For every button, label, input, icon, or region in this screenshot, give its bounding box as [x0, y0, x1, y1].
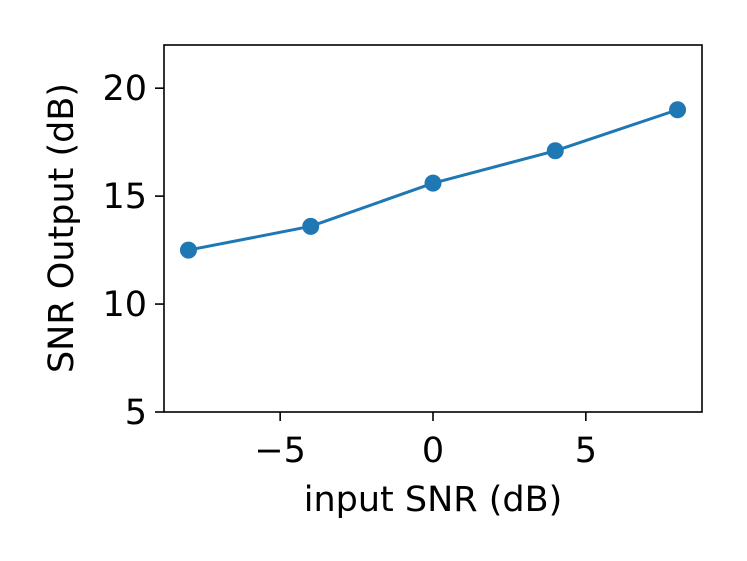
axis-ticks [155, 87, 587, 421]
y-tick-label: 15 [102, 177, 147, 217]
axis-tick-labels: −5 0 5 5 10 15 20 [102, 69, 597, 471]
data-series [179, 101, 687, 259]
data-point [669, 101, 687, 119]
plot-frame [163, 44, 703, 413]
x-axis-label: input SNR (dB) [304, 480, 563, 520]
y-tick-label: 20 [102, 69, 147, 109]
x-tick-label: 5 [575, 431, 597, 471]
data-point [546, 142, 564, 160]
data-point [179, 241, 197, 259]
y-axis-label: SNR Output (dB) [42, 83, 82, 373]
x-tick-label: −5 [254, 431, 306, 471]
data-point [302, 217, 320, 235]
y-tick-label: 10 [102, 285, 147, 325]
x-tick-label: 0 [422, 431, 444, 471]
y-tick-label: 5 [125, 393, 147, 433]
data-point [424, 174, 442, 192]
